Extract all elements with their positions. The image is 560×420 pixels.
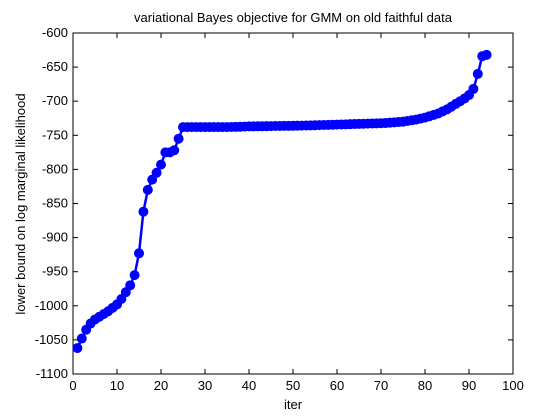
x-axis: 0 10 20 30 40 50 60 70 80 90 100	[69, 33, 524, 393]
data-point	[169, 145, 180, 156]
x-tick-label: 30	[198, 378, 212, 393]
chart-title: variational Bayes objective for GMM on o…	[134, 10, 453, 25]
data-point	[481, 49, 492, 60]
data-point	[125, 280, 136, 291]
data-point	[129, 270, 140, 281]
x-tick-label: 0	[69, 378, 76, 393]
x-tick-label: 100	[502, 378, 524, 393]
data-point	[468, 83, 479, 94]
x-axis-label: iter	[284, 397, 303, 412]
y-tick-label: -1050	[35, 332, 68, 347]
x-tick-label: 90	[462, 378, 476, 393]
data-point	[173, 133, 184, 144]
y-tick-label: -950	[42, 264, 68, 279]
x-tick-label: 50	[286, 378, 300, 393]
data-point	[72, 343, 83, 354]
y-tick-label: -600	[42, 25, 68, 40]
x-tick-label: 40	[242, 378, 256, 393]
y-axis-label: lower bound on log marginal likelihood	[13, 93, 28, 314]
x-tick-label: 80	[418, 378, 432, 393]
y-tick-label: -700	[42, 93, 68, 108]
x-tick-label: 20	[154, 378, 168, 393]
data-point	[138, 206, 149, 217]
data-point	[156, 159, 166, 170]
data-point	[151, 167, 162, 178]
y-tick-label: -850	[42, 196, 68, 211]
x-tick-label: 10	[110, 378, 124, 393]
y-axis: -600 -650 -700 -750 -800 -850 -900 -950 -1000 -10…	[35, 25, 513, 381]
y-tick-label: -750	[42, 127, 68, 142]
y-tick-label: -1100	[36, 366, 68, 381]
y-tick-label: -900	[42, 230, 68, 245]
y-tick-label: -1000	[35, 298, 68, 313]
plot-frame	[72, 32, 514, 375]
x-tick-label: 70	[374, 378, 388, 393]
data-point	[472, 68, 483, 79]
plot-area	[72, 32, 514, 375]
data-point	[142, 184, 153, 195]
data-point	[76, 333, 87, 344]
data-point	[134, 248, 144, 259]
series-group	[72, 49, 492, 354]
x-tick-label: 60	[330, 378, 344, 393]
y-tick-label: -650	[42, 59, 68, 74]
y-tick-label: -800	[42, 161, 68, 176]
